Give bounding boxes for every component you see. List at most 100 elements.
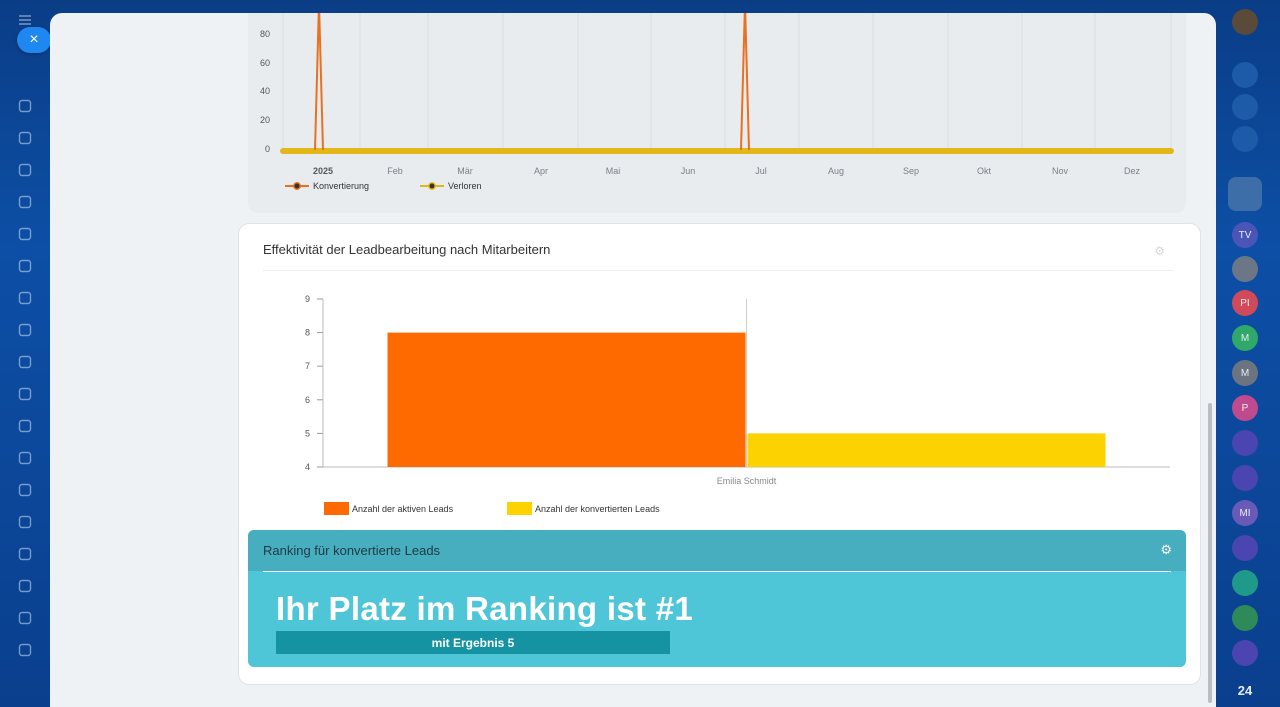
sync-icon[interactable] bbox=[15, 480, 35, 500]
mi-avatar[interactable]: MI bbox=[1232, 500, 1258, 526]
legend-konvertierung: Konvertierung bbox=[285, 181, 369, 191]
ranking-result: mit Ergebnis 5 bbox=[276, 631, 670, 654]
timeline-svg bbox=[280, 13, 1174, 154]
search-chat-icon[interactable] bbox=[1232, 126, 1258, 152]
rail-label: TV bbox=[1238, 229, 1252, 241]
legend-label: Verloren bbox=[448, 181, 482, 191]
x-tick-label: Okt bbox=[976, 166, 992, 176]
analytics-icon[interactable] bbox=[15, 384, 35, 404]
drive-icon[interactable] bbox=[15, 544, 35, 564]
filter-icon[interactable] bbox=[15, 448, 35, 468]
ranking-headline: Ihr Platz im Ranking ist #1 bbox=[276, 590, 694, 627]
gear-icon[interactable]: ⚙ bbox=[1160, 542, 1172, 557]
divider bbox=[263, 270, 1173, 271]
channel2-icon[interactable] bbox=[1232, 465, 1258, 491]
scrollbar[interactable] bbox=[1208, 403, 1212, 703]
bar-chart: 4 5 6 7 8 9 Emilia Schmidt Anzahl der aktiven L… bbox=[305, 294, 1170, 515]
conversion-timeline-card: 020406080100 2025FebMärAprMaiJunJulAugSe… bbox=[248, 13, 1186, 213]
p-avatar[interactable]: P bbox=[1232, 395, 1258, 421]
feed-icon[interactable] bbox=[15, 128, 35, 148]
rail-label: P bbox=[1241, 402, 1249, 414]
rail-label: 24 bbox=[1237, 682, 1253, 698]
refresh-icon[interactable] bbox=[15, 96, 35, 116]
gear-icon[interactable]: ⚙ bbox=[1154, 244, 1165, 258]
channel4-icon[interactable] bbox=[1232, 640, 1258, 666]
y-tick-label: 80 bbox=[259, 28, 270, 39]
y-tick-label: 8 bbox=[305, 328, 310, 338]
m2-avatar[interactable]: M bbox=[1232, 360, 1258, 386]
category-label: Emilia Schmidt bbox=[717, 476, 777, 486]
channel-icon[interactable] bbox=[1232, 430, 1258, 456]
rail-label: PI bbox=[1240, 297, 1250, 309]
chart-title: Effektivität der Leadbearbeitung nach Mi… bbox=[263, 242, 551, 257]
ranking-header bbox=[248, 530, 1186, 571]
effectiveness-chart-card: Effektivität der Leadbearbeitung nach Mi… bbox=[249, 230, 1187, 515]
close-button[interactable]: × bbox=[17, 27, 51, 53]
divider bbox=[263, 571, 1171, 572]
pi-avatar[interactable]: PI bbox=[1232, 290, 1258, 316]
legend-label: Konvertierung bbox=[313, 181, 370, 191]
ranking-title: Ranking für konvertierte Leads bbox=[263, 543, 441, 558]
rail-label: M bbox=[1240, 367, 1250, 379]
left-sidebar bbox=[0, 0, 50, 707]
bar-konvertierte-leads[interactable] bbox=[747, 433, 1106, 467]
edit-icon[interactable] bbox=[15, 512, 35, 532]
y-tick-label: 4 bbox=[305, 462, 310, 472]
tasks-icon[interactable] bbox=[15, 352, 35, 372]
right-sidebar: TV PI M M P MI 24 bbox=[1216, 0, 1280, 707]
cart-icon[interactable] bbox=[15, 416, 35, 436]
x-tick-label: Sep bbox=[902, 166, 920, 176]
document-icon[interactable] bbox=[15, 192, 35, 212]
legend-label: Anzahl der aktiven Leads bbox=[352, 504, 454, 514]
group-avatar[interactable] bbox=[1232, 256, 1258, 282]
m-avatar[interactable]: M bbox=[1232, 325, 1258, 351]
x-tick-label: Apr bbox=[533, 166, 549, 176]
x-tick-label: Mai bbox=[605, 166, 621, 176]
bell-icon[interactable] bbox=[1232, 62, 1258, 88]
verloren-marker-icon bbox=[420, 182, 444, 190]
x-tick-label: Jun bbox=[680, 166, 696, 176]
card-icon[interactable] bbox=[15, 224, 35, 244]
user-avatar[interactable] bbox=[1228, 177, 1262, 211]
y-tick-label: 6 bbox=[305, 395, 310, 405]
settings-icon[interactable] bbox=[15, 608, 35, 628]
legend-swatch bbox=[324, 502, 349, 515]
tasks-icon[interactable] bbox=[1232, 570, 1258, 596]
legend-swatch bbox=[507, 502, 532, 515]
x-tick-label: Aug bbox=[827, 166, 845, 176]
y-tick-label: 40 bbox=[259, 86, 270, 97]
y-tick-label: 7 bbox=[305, 361, 310, 371]
konvertierung-spike bbox=[740, 13, 750, 151]
ranking-card: Ranking für konvertierte Leads ⚙ Ihr Pla… bbox=[248, 530, 1186, 667]
calendar-icon[interactable] bbox=[15, 320, 35, 340]
channel3-icon[interactable] bbox=[1232, 535, 1258, 561]
slider-panel: 020406080100 2025FebMärAprMaiJunJulAugSe… bbox=[50, 13, 1216, 707]
chat-bubble-icon[interactable] bbox=[15, 576, 35, 596]
chat-icon[interactable] bbox=[15, 256, 35, 276]
y-tick-label: 5 bbox=[305, 428, 310, 438]
messages-icon[interactable] bbox=[15, 288, 35, 308]
x-tick-label: 2025 bbox=[312, 166, 334, 176]
lock-icon[interactable] bbox=[1232, 605, 1258, 631]
rail-label: M bbox=[1240, 332, 1250, 344]
contacts-icon[interactable] bbox=[15, 160, 35, 180]
tv-avatar[interactable]: TV bbox=[1232, 222, 1258, 248]
mention-icon[interactable] bbox=[1232, 94, 1258, 120]
timeline-plot: 020406080100 2025FebMärAprMaiJunJulAugSe… bbox=[260, 13, 1174, 176]
menu-icon[interactable] bbox=[15, 10, 35, 30]
legend-verloren: Verloren bbox=[420, 181, 482, 191]
bar-aktive-leads[interactable] bbox=[387, 332, 746, 467]
konvertierung-spike bbox=[314, 13, 324, 151]
x-tick-label: Feb bbox=[387, 166, 403, 176]
y-tick-label: 20 bbox=[259, 115, 270, 126]
x-tick-label: Nov bbox=[1051, 166, 1069, 176]
y-tick-label: 60 bbox=[259, 57, 270, 68]
x-tick-label: Dez bbox=[1123, 166, 1141, 176]
legend-label: Anzahl der konvertierten Leads bbox=[535, 504, 660, 514]
y-tick-label: 0 bbox=[264, 144, 270, 154]
bitrix24-logo[interactable]: 24 bbox=[1232, 677, 1258, 703]
konvertierung-marker-icon bbox=[285, 182, 309, 190]
more-icon[interactable] bbox=[15, 640, 35, 660]
rail-label: MI bbox=[1239, 507, 1251, 519]
avatar[interactable] bbox=[1232, 9, 1258, 35]
